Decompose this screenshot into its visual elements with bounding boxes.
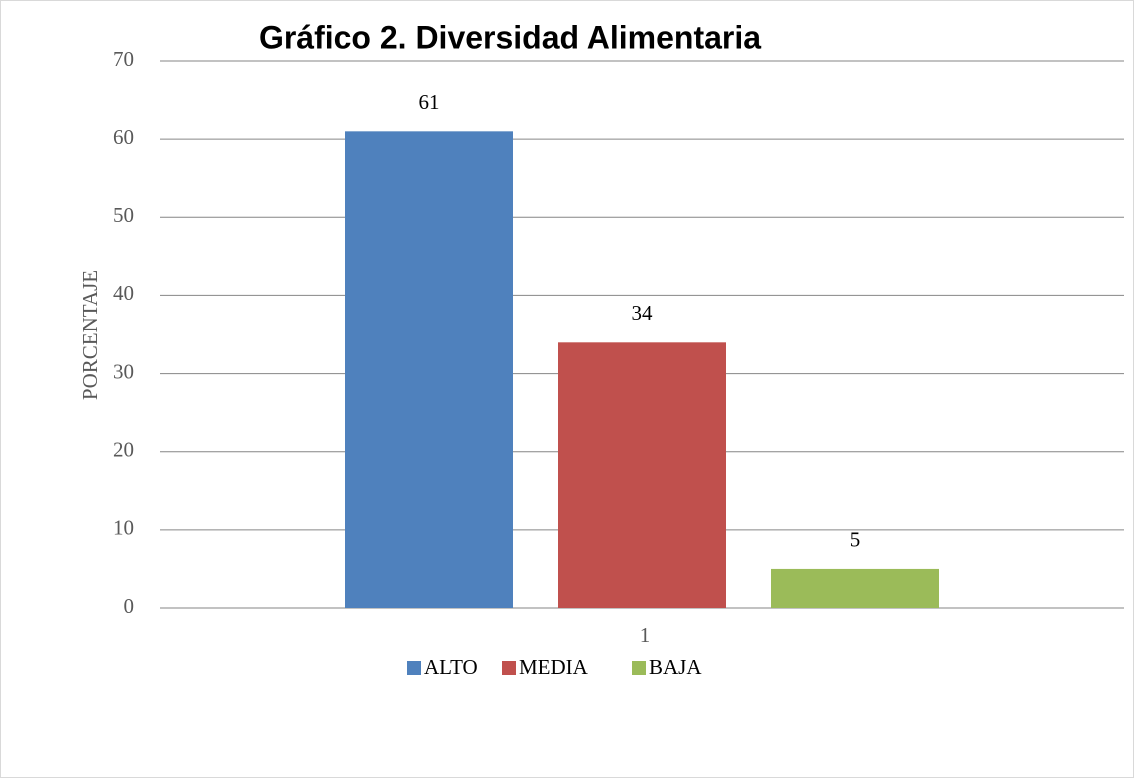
- bar: [345, 131, 513, 609]
- legend-label: ALTO: [424, 655, 478, 679]
- chart-title: Gráfico 2. Diversidad Alimentaria: [259, 19, 761, 55]
- legend-swatch: [502, 661, 516, 675]
- value-label: 61: [419, 90, 440, 114]
- x-tick-label: 1: [640, 623, 651, 647]
- y-tick-label: 50: [113, 203, 134, 227]
- y-tick-label: 0: [124, 594, 135, 618]
- bar: [771, 568, 939, 608]
- y-tick-label: 30: [113, 359, 134, 383]
- y-tick-label: 10: [113, 516, 134, 540]
- legend-swatch: [407, 661, 421, 675]
- legend-label: BAJA: [649, 655, 702, 679]
- value-label: 34: [632, 301, 654, 325]
- legend-swatch: [632, 661, 646, 675]
- y-tick-label: 60: [113, 125, 134, 149]
- y-tick-label: 70: [113, 47, 134, 71]
- legend-label: MEDIA: [519, 655, 589, 679]
- y-axis-label: PORCENTAJE: [78, 270, 102, 400]
- y-tick-label: 40: [113, 281, 134, 305]
- value-label: 5: [850, 528, 861, 552]
- y-tick-label: 20: [113, 438, 134, 462]
- bar: [558, 342, 726, 608]
